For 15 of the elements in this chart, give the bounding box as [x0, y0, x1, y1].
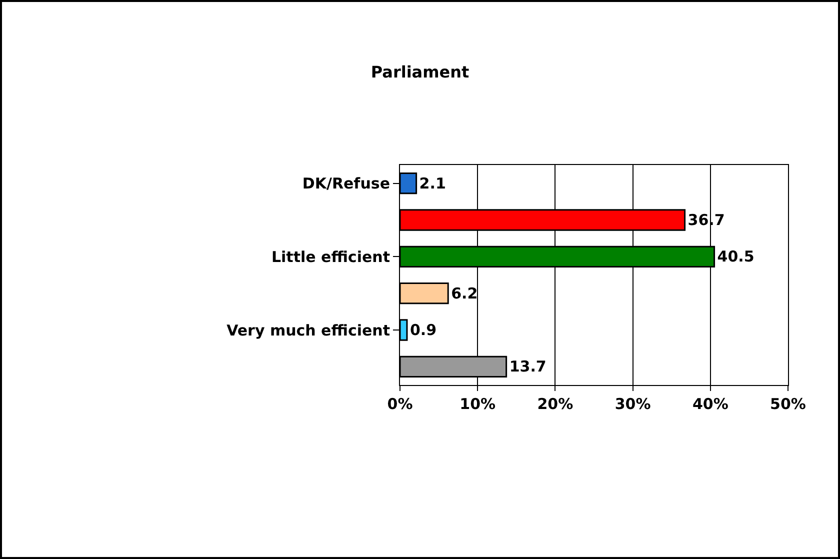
x-tick-label: 50% [770, 395, 806, 413]
data-label: 0.9 [410, 321, 437, 339]
x-tick-label: 40% [692, 395, 728, 413]
y-tick-label: DK/Refuse [302, 174, 390, 193]
y-tick-label: Very much efficient [226, 321, 390, 340]
data-label: 6.2 [451, 284, 478, 302]
x-tick-label: 20% [537, 395, 574, 413]
data-label: 40.5 [717, 248, 754, 266]
data-label: 2.1 [419, 174, 446, 192]
x-tick-label: 30% [614, 395, 651, 413]
x-tick-label: 10% [460, 395, 496, 413]
chart-title: Parliament [370, 62, 470, 82]
x-tick-label: 0% [387, 395, 413, 413]
y-tick-label: Little efficient [271, 248, 390, 266]
data-label: 13.7 [509, 358, 546, 376]
